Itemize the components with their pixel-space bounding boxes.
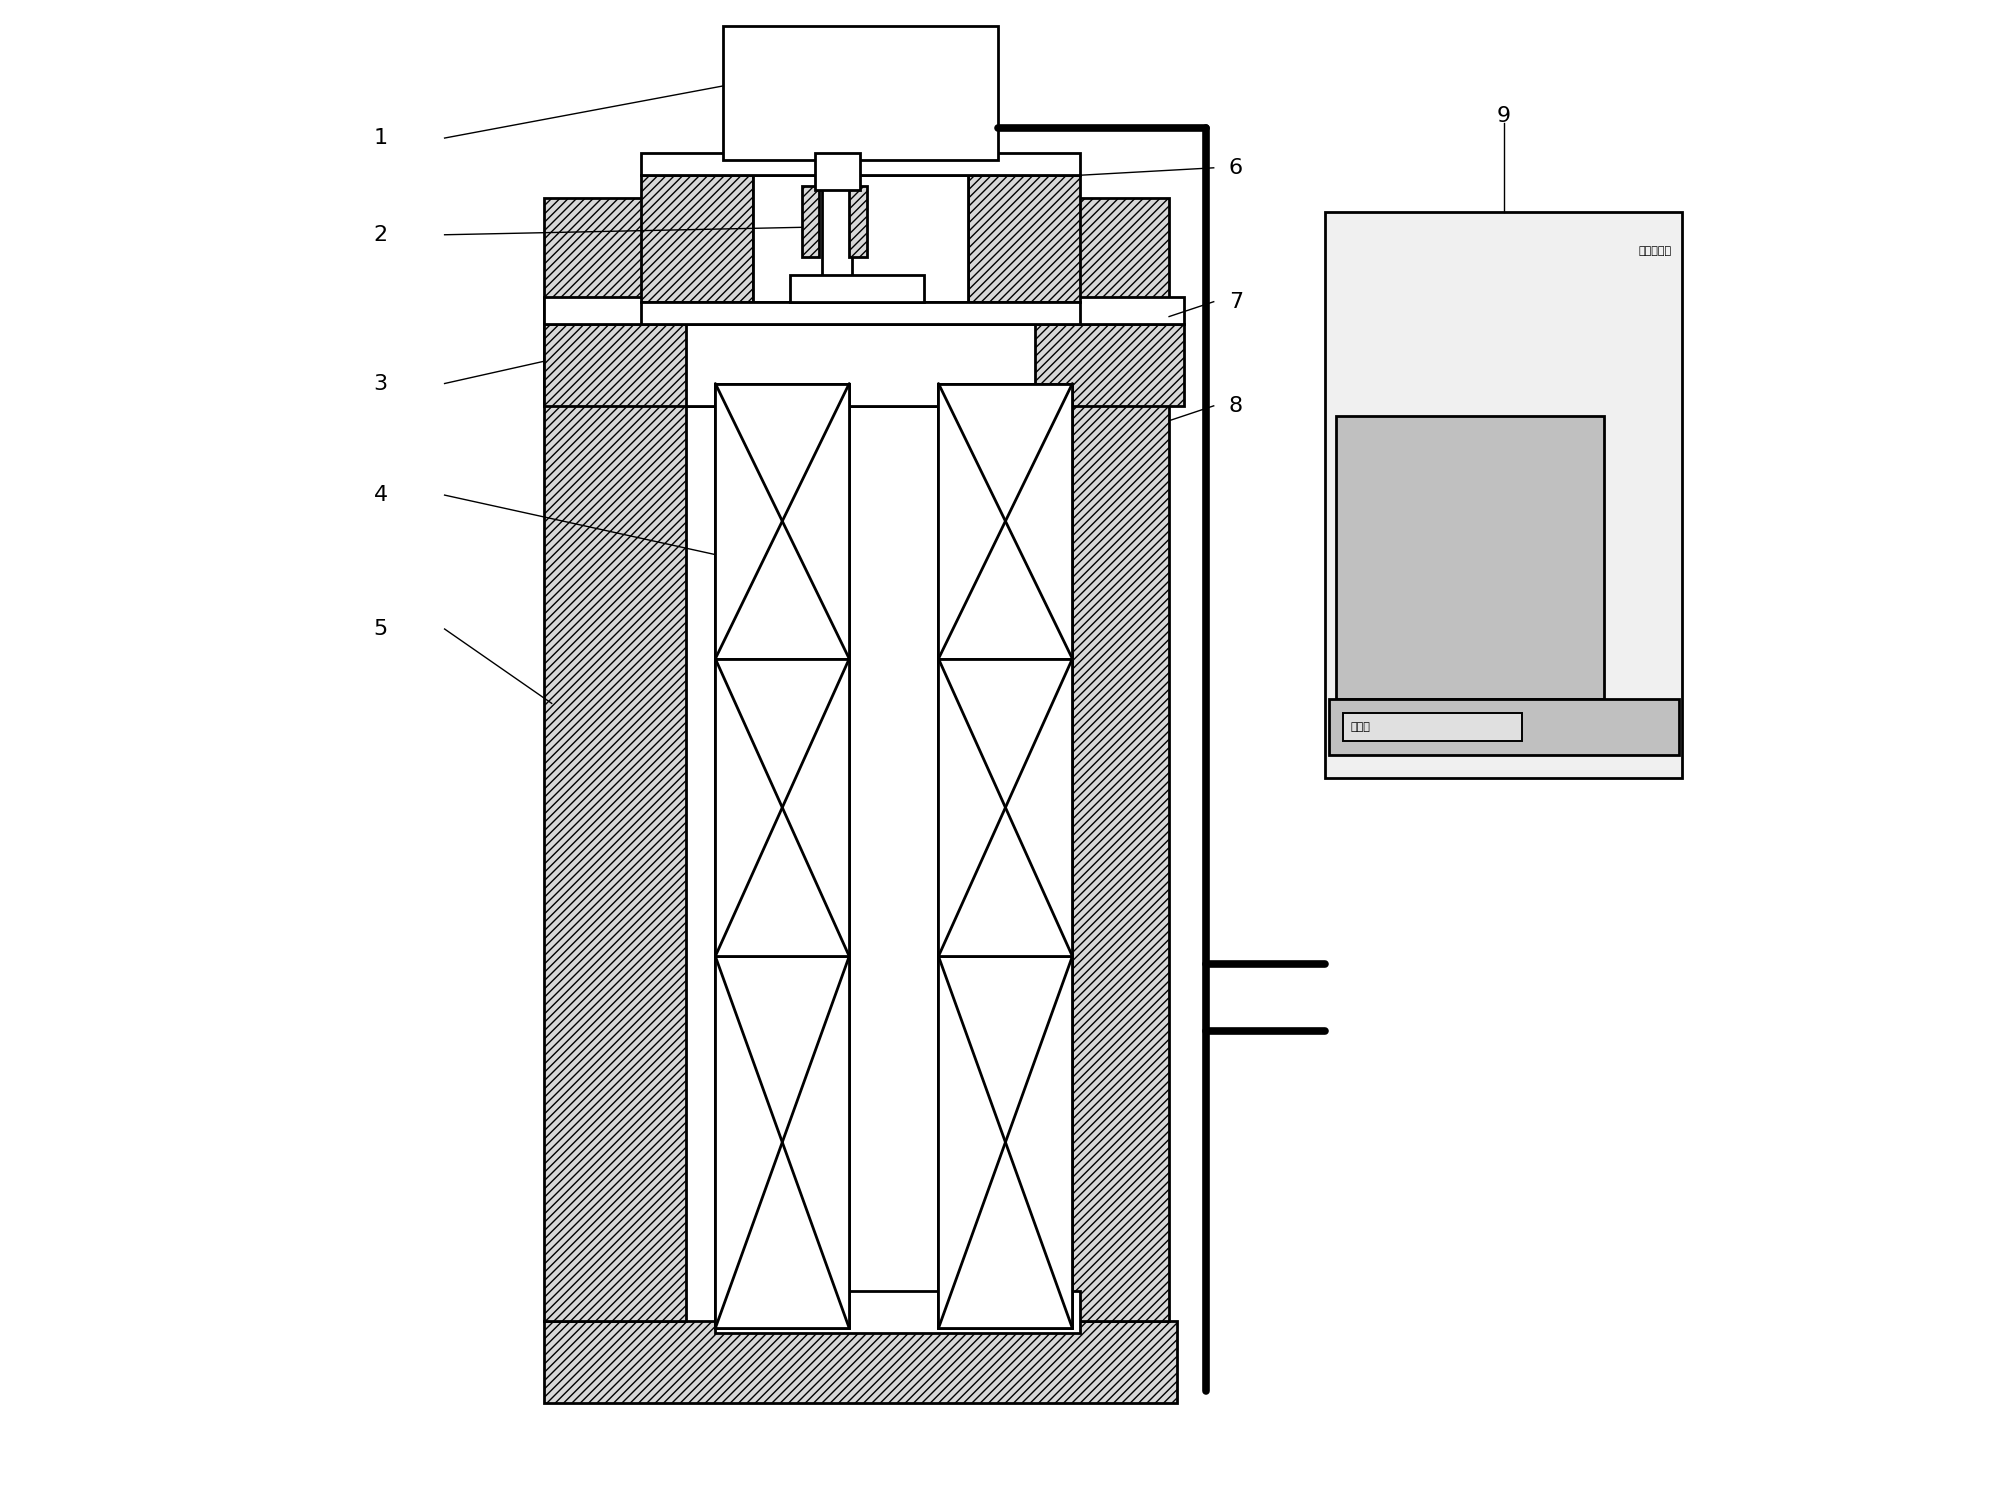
Bar — [715, 383, 848, 658]
Bar — [752, 175, 968, 302]
Text: 2: 2 — [373, 224, 387, 245]
Bar — [822, 160, 852, 280]
Bar — [848, 186, 866, 257]
Bar — [723, 27, 998, 160]
Bar — [938, 383, 1072, 1328]
Bar — [715, 956, 848, 1328]
Bar — [641, 302, 1080, 325]
Bar — [715, 383, 848, 1328]
Text: 5: 5 — [373, 619, 387, 639]
Bar — [1343, 712, 1521, 741]
Bar — [802, 186, 820, 257]
Text: 计算机系统: 计算机系统 — [1639, 247, 1671, 256]
Text: 4: 4 — [373, 485, 387, 506]
Bar — [938, 383, 1072, 658]
Bar — [968, 175, 1080, 302]
Bar — [715, 1291, 1080, 1333]
Text: 6: 6 — [1230, 157, 1244, 178]
Bar — [1028, 197, 1170, 1321]
Bar — [1335, 416, 1603, 699]
Bar — [685, 325, 1036, 405]
Text: 9: 9 — [1497, 106, 1511, 126]
Bar — [715, 383, 848, 1328]
Bar — [715, 658, 848, 956]
Bar — [938, 956, 1072, 1328]
Bar — [1325, 212, 1683, 778]
Text: 采集卡: 采集卡 — [1349, 723, 1369, 732]
Bar — [814, 153, 860, 190]
Bar — [545, 1321, 1176, 1403]
Bar — [938, 383, 1072, 1328]
Text: 7: 7 — [1230, 292, 1244, 311]
Text: 1: 1 — [373, 129, 387, 148]
Bar — [545, 197, 685, 1321]
Bar — [545, 298, 1184, 325]
Bar — [1329, 699, 1679, 755]
Bar — [641, 175, 752, 302]
Bar — [545, 325, 1184, 405]
Bar — [641, 153, 1080, 175]
Text: 3: 3 — [373, 374, 387, 393]
Text: 8: 8 — [1230, 396, 1244, 416]
Bar — [790, 275, 924, 302]
Bar — [938, 658, 1072, 956]
